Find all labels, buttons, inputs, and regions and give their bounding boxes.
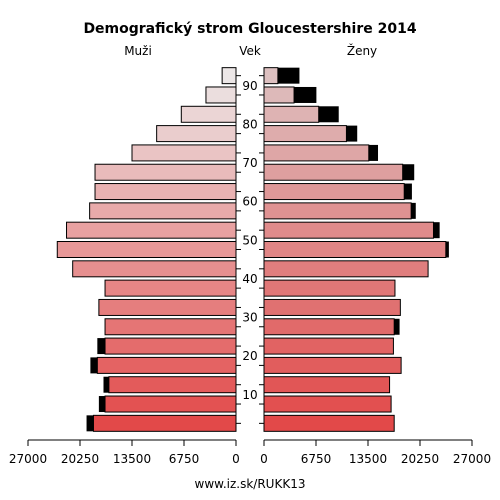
male-bar-75-79 [156,125,237,143]
female-excess-bar-70-74 [368,144,379,161]
male-bar-45-49 [56,241,237,258]
male-x-tick-label-13500: 13500 [113,452,151,466]
age-tick-label-30: 30 [242,311,257,325]
female-x-tick-label-6750: 6750 [301,452,332,466]
axes-group: 27000 20250 13500 6750 0 0 6750 13500 20250 27000… [9,75,491,466]
male-bar-85-89 [205,86,237,104]
female-bar-75-79 [263,125,347,143]
male-side-label: Muži [124,44,152,58]
age-tick-label-90: 90 [242,79,257,93]
female-x-tick-label-27000: 27000 [453,452,491,466]
male-bar-15-19 [96,356,237,374]
age-tick-label-50: 50 [242,233,257,247]
female-bar-80-84 [263,105,320,123]
male-x-tick-label-0: 0 [232,452,240,466]
male-bar-65-69 [94,163,237,181]
female-bar-25-29 [263,318,395,336]
male-bar-35-39 [104,279,237,297]
male-bar-60-64 [94,183,237,201]
female-bar-20-24 [263,337,394,355]
age-tick-label-20: 20 [242,349,257,363]
female-bar-40-44 [263,260,429,278]
male-bar-0-4 [92,414,237,432]
female-x-tick-label-13500: 13500 [349,452,387,466]
female-bar-70-74 [263,144,370,162]
age-tick-label-40: 40 [242,272,257,286]
female-excess-bar-85-89 [294,86,317,103]
female-bar-10-14 [263,376,391,394]
female-bar-5-9 [263,395,392,413]
male-bar-55-59 [89,202,237,220]
female-bar-50-54 [263,221,434,239]
age-tick-label-80: 80 [242,117,257,131]
male-excess-bar-20-24 [97,338,106,355]
male-x-tick-label-20250: 20250 [61,452,99,466]
male-excess-bar-15-19 [90,357,98,374]
female-x-tick-label-0: 0 [260,452,268,466]
male-bar-40-44 [72,260,237,278]
female-x-tick-label-20250: 20250 [401,452,439,466]
bars-group [56,67,449,432]
age-tick-label-10: 10 [242,388,257,402]
female-excess-bar-60-64 [404,183,412,200]
male-bar-30-34 [98,298,237,316]
female-excess-bar-75-79 [346,125,358,142]
footer-source-text: www.iz.sk/RUKK13 [195,477,306,491]
female-side-label: Ženy [347,43,377,58]
male-bar-10-14 [108,376,237,394]
male-excess-bar-10-14 [103,376,109,393]
female-bar-85-89 [263,86,295,104]
male-excess-bar-5-9 [98,396,106,413]
female-bar-90+ [263,67,279,85]
female-excess-bar-55-59 [411,202,416,219]
female-bar-30-34 [263,298,401,316]
male-x-tick-label-6750: 6750 [169,452,200,466]
female-bar-15-19 [263,356,402,374]
male-bar-20-24 [104,337,237,355]
female-excess-bar-50-54 [433,222,440,239]
male-bar-90+ [221,67,237,85]
male-bar-80-84 [180,105,237,123]
female-excess-bar-80-84 [318,106,339,123]
male-x-tick-label-27000: 27000 [9,452,47,466]
male-bar-50-54 [66,221,237,239]
male-bar-5-9 [104,395,237,413]
female-excess-bar-25-29 [394,318,400,335]
female-bar-35-39 [263,279,396,297]
female-excess-bar-45-49 [445,241,449,258]
age-axis-label: Vek [239,44,261,58]
male-excess-bar-0-4 [86,415,94,432]
age-tick-label-60: 60 [242,195,257,209]
chart-title: Demografický strom Gloucestershire 2014 [83,21,416,37]
female-bar-60-64 [263,183,405,201]
female-excess-bar-90+ [277,67,300,84]
male-bar-25-29 [104,318,237,336]
male-bar-70-74 [131,144,237,162]
female-excess-bar-65-69 [402,164,415,181]
female-bar-45-49 [263,241,447,258]
age-tick-label-70: 70 [242,156,257,170]
female-bar-65-69 [263,163,404,181]
female-bar-0-4 [263,414,395,432]
female-bar-55-59 [263,202,412,220]
